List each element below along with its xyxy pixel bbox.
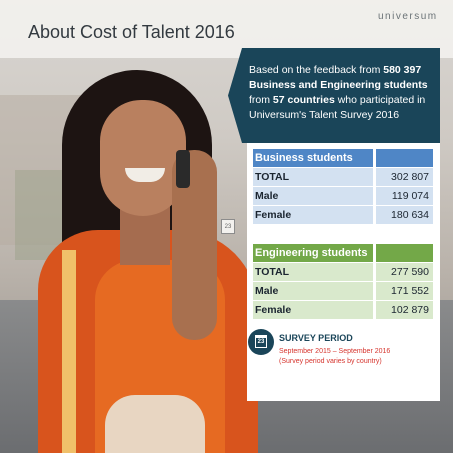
survey-period-title: SURVEY PERIOD [279, 333, 353, 343]
student-types: Business and Engineering students [249, 79, 428, 91]
calendar-icon: 23 [255, 335, 267, 348]
table-row: Female 180 634 [253, 206, 433, 224]
phone [176, 150, 190, 188]
feedback-text: Based on the feedback from 580 397 Busin… [249, 64, 428, 121]
survey-period-note: (Survey period varies by country) [279, 358, 382, 365]
survey-period-dates: September 2015 – September 2016 [279, 348, 391, 355]
engineering-header: Engineering students [253, 244, 373, 262]
table-row: Female 102 879 [253, 301, 433, 319]
countries-count: 57 countries [272, 94, 335, 106]
table-row: TOTAL 277 590 [253, 263, 433, 281]
students-count: 580 397 [383, 64, 422, 76]
table-row: TOTAL 302 807 [253, 168, 433, 186]
person-face [100, 100, 186, 216]
brand-logo: universum [378, 11, 438, 22]
business-header: Business students [253, 149, 373, 167]
calendar-icon: 23 [221, 219, 235, 234]
feedback-banner [228, 48, 440, 143]
table-row: Male 119 074 [253, 187, 433, 205]
survey-name: Universum's Talent Survey 2016 [249, 109, 400, 121]
table-header: Business students [253, 149, 433, 167]
table-row: Male 171 552 [253, 282, 433, 300]
dress-embroidery [105, 395, 205, 453]
person-smile [125, 168, 165, 182]
engineering-table: Engineering students TOTAL 277 590 Male … [253, 244, 433, 320]
scarf-border [62, 250, 76, 453]
page-title: About Cost of Talent 2016 [28, 22, 235, 42]
survey-period-badge [248, 329, 274, 355]
business-table: Business students TOTAL 302 807 Male 119… [253, 149, 433, 225]
table-header: Engineering students [253, 244, 433, 262]
